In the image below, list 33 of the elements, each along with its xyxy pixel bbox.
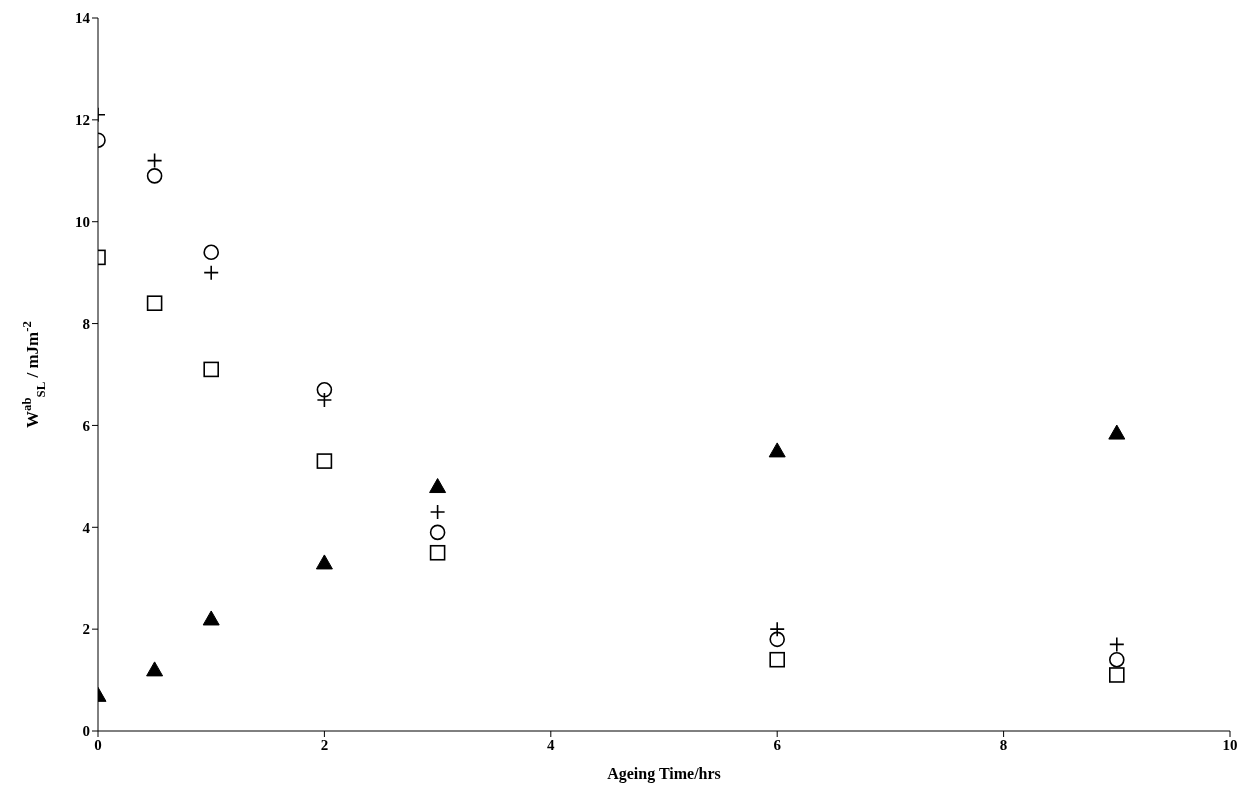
point bbox=[146, 661, 164, 677]
point bbox=[316, 381, 333, 398]
y-tick-label: 4 bbox=[82, 519, 91, 536]
point bbox=[203, 244, 219, 261]
y-tick-label: 6 bbox=[82, 417, 91, 434]
y-tick-label: 0 bbox=[82, 723, 90, 740]
point bbox=[1109, 667, 1125, 683]
point bbox=[769, 631, 785, 648]
y-tick-label: 8 bbox=[82, 315, 90, 332]
point bbox=[1108, 424, 1126, 440]
point bbox=[768, 442, 786, 458]
point bbox=[429, 544, 446, 561]
y-tick-label: 12 bbox=[75, 112, 90, 129]
point bbox=[146, 168, 163, 184]
x-tick-label: 2 bbox=[320, 736, 329, 753]
x-tick-label: 8 bbox=[999, 736, 1008, 753]
point bbox=[315, 554, 333, 570]
x-tick-label: 0 bbox=[94, 736, 102, 753]
y-tick-label: 10 bbox=[75, 214, 90, 231]
x-tick-label: 6 bbox=[773, 736, 782, 753]
point bbox=[769, 651, 785, 668]
point bbox=[1109, 651, 1125, 668]
point bbox=[429, 478, 447, 494]
x-axis-title: Ageing Time/hrs bbox=[607, 765, 721, 783]
y-tick-label: 2 bbox=[82, 621, 90, 638]
point bbox=[316, 453, 333, 469]
x-tick-label: 4 bbox=[547, 736, 556, 753]
x-tick-label: 10 bbox=[1222, 736, 1238, 753]
point bbox=[146, 295, 163, 311]
y-tick-label: 14 bbox=[75, 10, 91, 27]
point bbox=[203, 361, 219, 378]
point bbox=[429, 524, 446, 541]
point bbox=[202, 610, 220, 626]
